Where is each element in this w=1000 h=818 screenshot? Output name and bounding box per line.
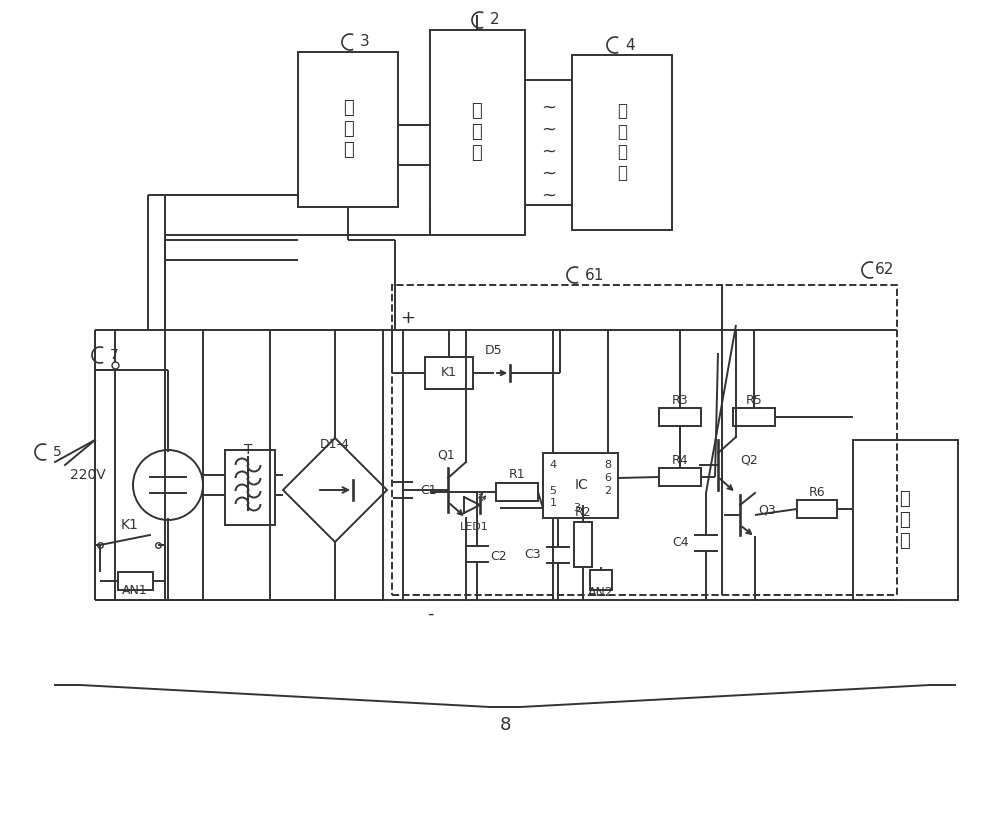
Text: R2: R2 xyxy=(575,506,591,519)
Text: 6: 6 xyxy=(604,473,612,483)
Text: K1: K1 xyxy=(441,366,457,380)
Text: 4: 4 xyxy=(549,460,557,470)
Text: 5: 5 xyxy=(53,445,62,459)
Text: IC: IC xyxy=(574,478,588,492)
Text: -: - xyxy=(427,605,433,623)
Text: AN2: AN2 xyxy=(588,586,614,599)
Bar xyxy=(425,357,473,389)
Bar xyxy=(659,408,701,426)
Text: D1-4: D1-4 xyxy=(320,438,350,452)
Text: 7: 7 xyxy=(110,348,119,362)
Text: R4: R4 xyxy=(672,453,688,466)
Text: 3: 3 xyxy=(573,503,580,513)
Text: ~: ~ xyxy=(542,99,556,117)
Bar xyxy=(659,468,701,486)
Text: ~: ~ xyxy=(542,143,556,161)
Bar xyxy=(118,572,153,590)
Text: 61: 61 xyxy=(585,267,604,282)
Text: 220V: 220V xyxy=(70,468,106,482)
Text: T: T xyxy=(244,443,252,457)
Text: Q3: Q3 xyxy=(758,504,776,516)
Bar xyxy=(572,55,672,230)
Text: Q2: Q2 xyxy=(740,453,758,466)
Bar xyxy=(574,522,592,567)
Text: ~: ~ xyxy=(542,165,556,183)
Text: 5: 5 xyxy=(550,486,556,496)
Text: ~: ~ xyxy=(542,121,556,139)
Text: +: + xyxy=(400,309,416,327)
Text: R1: R1 xyxy=(509,469,525,482)
Text: 2: 2 xyxy=(604,486,612,496)
Text: K1: K1 xyxy=(121,518,139,532)
Text: C4: C4 xyxy=(673,537,689,550)
Text: C1: C1 xyxy=(420,483,437,497)
Bar xyxy=(853,440,958,600)
Text: 2: 2 xyxy=(490,12,500,28)
Text: 蓄
电
池: 蓄 电 池 xyxy=(472,102,482,162)
Bar xyxy=(496,483,538,501)
Text: LED1: LED1 xyxy=(460,522,488,532)
Text: R6: R6 xyxy=(809,486,825,498)
Bar xyxy=(722,285,897,595)
Text: 62: 62 xyxy=(875,263,894,277)
Text: 集
温
装
置: 集 温 装 置 xyxy=(617,101,627,182)
Text: 单
片
机: 单 片 机 xyxy=(900,490,910,550)
Text: 充
电
器: 充 电 器 xyxy=(343,99,353,159)
Bar xyxy=(430,30,525,235)
Bar xyxy=(392,285,722,595)
Text: 3: 3 xyxy=(360,34,370,50)
Bar xyxy=(115,330,383,600)
Text: 4: 4 xyxy=(625,38,635,52)
Text: 8: 8 xyxy=(499,716,511,734)
Text: 1: 1 xyxy=(550,498,556,508)
Text: Q1: Q1 xyxy=(437,448,455,461)
Text: ~: ~ xyxy=(542,187,556,205)
Text: R5: R5 xyxy=(746,393,762,407)
Bar xyxy=(298,52,398,207)
Text: C2: C2 xyxy=(490,550,507,563)
Text: R3: R3 xyxy=(672,393,688,407)
Bar xyxy=(590,570,612,590)
Bar xyxy=(225,450,275,525)
Text: C3: C3 xyxy=(525,549,541,561)
Bar xyxy=(543,453,618,518)
Text: D5: D5 xyxy=(485,344,503,357)
Text: AN1: AN1 xyxy=(122,583,148,596)
Bar xyxy=(797,500,837,518)
Bar xyxy=(733,408,775,426)
Text: 8: 8 xyxy=(604,460,612,470)
